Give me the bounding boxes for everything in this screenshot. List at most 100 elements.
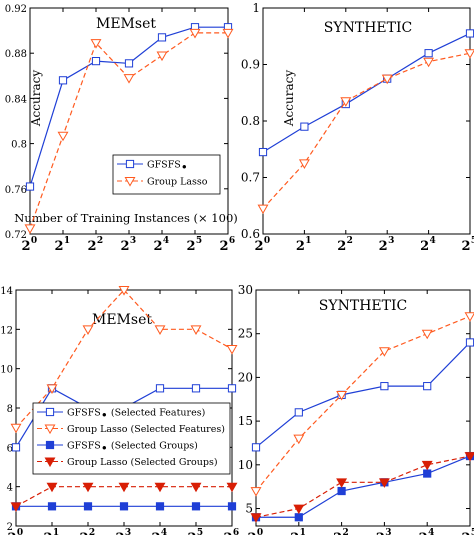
data-point (190, 482, 202, 493)
data-point (337, 486, 346, 496)
legend: GFSFS• Group Lasso (112, 154, 221, 195)
data-point (10, 423, 22, 434)
x-tick-label: 2 (43, 531, 52, 535)
series-2 (257, 49, 474, 215)
y-tick-label: 0.76 (5, 185, 27, 196)
x-tick-exponent: 2 (342, 528, 348, 535)
series-1 (251, 338, 474, 452)
x-tick-exponent: 6 (233, 528, 239, 535)
legend-label: GFSFS• (147, 160, 188, 175)
data-point (423, 469, 432, 478)
x-tick-exponent: 4 (428, 528, 434, 535)
x-tick-label: 2 (21, 239, 30, 254)
x-tick-label: 2 (219, 239, 228, 254)
data-point (157, 33, 167, 42)
legend-series-detail: (Selected Features) (111, 408, 205, 419)
data-point (189, 28, 201, 39)
x-tick-exponent: 5 (197, 528, 203, 535)
legend-marker (45, 407, 55, 417)
x-tick-exponent: 2 (347, 236, 353, 246)
data-point (336, 478, 348, 488)
y-axis-label: Accuracy (282, 70, 296, 127)
chart-panel-2: 2021222324250.60.70.80.91SYNTHETICAccura… (241, 1, 474, 254)
data-point (154, 482, 166, 493)
chart-panel-1: 2 0 2 1 2 2 2 3 2 4 2 5 2 60.720.760.80.840.880.92MEM… (5, 4, 238, 254)
data-point (10, 502, 22, 512)
x-tick-label: 2 (337, 239, 346, 254)
data-point (155, 502, 165, 511)
x-tick-exponent: 0 (31, 236, 37, 246)
x-tick-exponent: 5 (471, 528, 474, 535)
series-line (256, 455, 471, 518)
series-line (255, 342, 471, 448)
x-tick-exponent: 1 (64, 236, 70, 246)
data-point (227, 384, 237, 393)
y-tick-label: 10 (238, 458, 253, 472)
legend: GFSFS• (Selected Features)Group Lasso (Se… (32, 402, 231, 475)
series-1 (25, 23, 233, 191)
data-point (46, 482, 58, 493)
data-point (83, 502, 93, 511)
x-tick-label: 2 (254, 239, 263, 254)
x-tick-exponent: 3 (385, 528, 391, 535)
x-axis-label: Number of Training Instances (× 100) (14, 211, 238, 225)
legend-label: GFSFS• (Selected Groups) (67, 441, 198, 456)
chart-title: MEMset (96, 16, 156, 32)
data-point (293, 504, 305, 515)
legend-marker (45, 440, 55, 450)
y-tick-label: 6 (7, 443, 13, 454)
data-point (90, 39, 102, 49)
data-point (118, 286, 130, 296)
x-tick-label: 2 (79, 531, 88, 535)
data-point (464, 312, 474, 322)
legend-series-suffix: • (181, 161, 188, 175)
legend-series-name: GFSFS (147, 160, 181, 171)
x-tick-exponent: 3 (130, 236, 136, 246)
data-point (57, 131, 69, 142)
x-tick-label: 2 (290, 531, 299, 535)
data-point (82, 482, 94, 493)
x-tick-exponent: 6 (229, 236, 235, 246)
data-point (191, 384, 201, 393)
y-tick-label: 12 (0, 325, 13, 336)
data-point (423, 57, 435, 68)
x-tick-label: 2 (115, 531, 124, 535)
y-tick-label: 20 (238, 370, 253, 384)
legend-label: GFSFS• (Selected Features) (67, 408, 205, 423)
data-point (154, 325, 166, 335)
legend-box (32, 402, 231, 475)
data-point (82, 325, 94, 335)
legend-series-name: GFSFS (67, 408, 101, 419)
y-tick-label: 25 (238, 327, 253, 341)
x-tick-exponent: 1 (300, 528, 306, 535)
plot-area-frame (29, 7, 229, 235)
data-point (465, 338, 474, 347)
legend-series-name: Group Lasso (Selected Groups) (67, 457, 218, 468)
y-tick-label: 8 (7, 404, 13, 415)
data-point (424, 49, 433, 58)
data-point (465, 29, 474, 38)
legend-label: Group Lasso (Selected Features) (67, 424, 225, 435)
x-tick-label: 2 (54, 239, 63, 254)
x-tick-exponent: 1 (305, 236, 311, 246)
x-tick-label: 2 (187, 531, 196, 535)
x-tick-label: 2 (420, 239, 429, 254)
x-tick-exponent: 2 (89, 528, 95, 535)
data-point (421, 460, 433, 471)
y-tick-label: 1 (252, 1, 260, 15)
data-point (298, 159, 310, 169)
data-point (226, 482, 238, 493)
data-point (222, 28, 234, 39)
data-point (421, 329, 433, 340)
data-point (227, 502, 237, 511)
legend-series-name: GFSFS (67, 441, 101, 452)
data-point (464, 49, 474, 59)
y-tick-label: 14 (0, 286, 13, 297)
y-axis-label: Accuracy (29, 70, 43, 127)
y-tick-label: 2 (7, 522, 13, 533)
data-point (250, 513, 262, 523)
data-point (25, 182, 35, 191)
data-point (46, 384, 58, 394)
legend-label: Group Lasso (Selected Groups) (67, 457, 218, 468)
